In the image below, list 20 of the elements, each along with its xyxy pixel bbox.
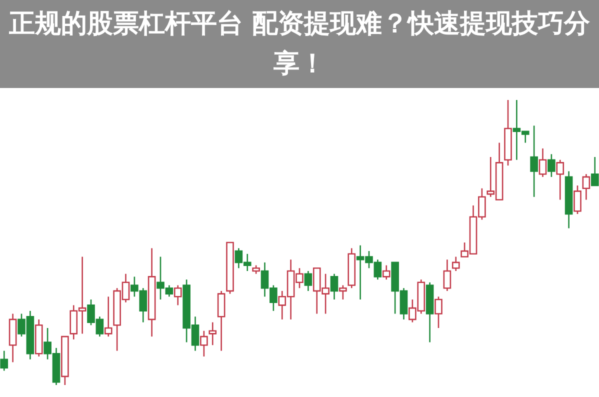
candlestick: [443, 258, 452, 292]
candlestick: [574, 184, 582, 215]
candlestick: [556, 159, 564, 200]
candlestick: [582, 173, 590, 200]
candlestick: [548, 154, 556, 178]
candlestick: [174, 284, 182, 306]
candlestick: [434, 296, 442, 329]
candlestick: [0, 350, 8, 372]
candlestick: [590, 156, 599, 186]
candlestick: [330, 273, 338, 300]
candlestick: [530, 125, 538, 198]
candlestick: [304, 270, 312, 292]
candlestick: [452, 256, 460, 272]
candlestick: [200, 330, 208, 358]
candlestick: [104, 296, 112, 338]
candlestick: [208, 322, 217, 346]
candlestick: [538, 148, 547, 178]
candlestick: [339, 284, 347, 300]
candlestick: [382, 264, 390, 280]
candlestick: [217, 290, 226, 352]
